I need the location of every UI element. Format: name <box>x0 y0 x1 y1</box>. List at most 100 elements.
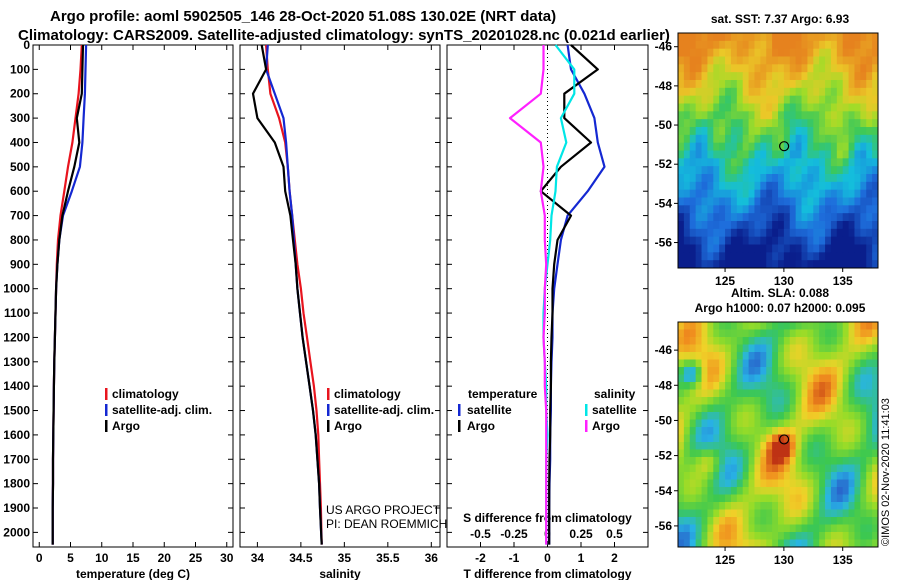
y-tick-label: 1400 <box>3 379 30 393</box>
sst-map-cell <box>766 142 773 151</box>
sla-map-cell <box>760 487 767 495</box>
sla-map-cell <box>872 412 879 420</box>
sst-map-cell <box>848 221 855 230</box>
sst-map-cell <box>872 33 879 42</box>
sst-map-cell <box>695 181 702 191</box>
y-tick-label: 700 <box>10 209 30 223</box>
sst-map-cell <box>848 64 855 73</box>
sla-map-cell <box>695 382 702 390</box>
sla-map-cell <box>748 322 755 330</box>
sla-map-cell <box>742 412 749 420</box>
sst-map-cell <box>795 56 802 65</box>
sla-map-cell <box>813 397 820 405</box>
x-tick-label: 35 <box>338 551 352 565</box>
sla-map-cell <box>801 404 808 413</box>
sla-map-cell <box>807 412 814 420</box>
y-tick-label: 1200 <box>3 330 30 344</box>
sst-map-cell <box>725 213 732 222</box>
sla-map-cell <box>825 397 832 405</box>
sst-map-cell <box>713 111 720 120</box>
sst-map-cell <box>742 33 749 42</box>
sla-map-cell <box>772 412 779 420</box>
sst-map-cell <box>707 48 714 57</box>
sst-map-cell <box>819 56 826 65</box>
sst-map-cell <box>719 87 726 97</box>
sst-map-cell <box>707 95 714 104</box>
sst-map-cell <box>854 174 861 183</box>
sla-map-cell <box>836 337 844 345</box>
sla-map-cell <box>754 382 761 390</box>
sla-map-cell <box>848 532 855 540</box>
sst-map-cell <box>754 150 761 159</box>
sst-map-cell <box>689 166 697 175</box>
sst-map-cell <box>772 197 779 206</box>
sla-map-cell <box>807 337 814 345</box>
sla-map-cell <box>813 479 820 488</box>
sst-map-cell <box>725 80 732 89</box>
sla-map-cell <box>707 419 714 428</box>
sst-map-cell <box>778 166 785 175</box>
sst-map-cell <box>807 56 814 65</box>
sst-map-cell <box>689 197 697 206</box>
sst-map-cell <box>872 111 879 120</box>
sst-map-cell <box>719 205 726 214</box>
sla-map-cell <box>830 442 838 450</box>
sst-map-cell <box>825 166 832 175</box>
sst-map-cell <box>807 150 814 159</box>
sst-map-cell <box>842 119 849 128</box>
sst-map-cell <box>848 111 855 120</box>
sst-map-cell <box>719 56 726 65</box>
sst-map-cell <box>701 56 708 65</box>
sla-map-cell <box>736 374 744 383</box>
sst-map-cell <box>678 166 685 175</box>
sla-map-cell <box>872 329 879 338</box>
sst-map-cell <box>678 244 685 253</box>
sst-map-cell <box>766 236 773 245</box>
sst-map-cell <box>860 150 867 159</box>
sla-map-cell <box>778 502 785 510</box>
sst-map-cell <box>689 158 697 167</box>
sst-map-cell <box>707 205 714 214</box>
sst-map-cell <box>830 189 838 198</box>
sst-map-cell <box>836 64 844 73</box>
sla-map-cell <box>854 434 861 443</box>
sla-map-cell <box>760 337 767 345</box>
sla-map-cell <box>730 344 738 353</box>
sst-map-cell <box>736 174 744 183</box>
sst-map-cell <box>760 95 767 104</box>
sst-map-cell <box>872 127 879 136</box>
sla-map-cell <box>807 457 814 465</box>
sst-map-cell <box>842 40 849 50</box>
sla-map-cell <box>736 359 744 368</box>
sst-map-cell <box>683 64 691 73</box>
sst-map-cell <box>789 221 797 230</box>
sla-map-cell <box>713 434 720 443</box>
sst-map-cell <box>789 197 797 206</box>
sst-map-cell <box>772 95 779 104</box>
sla-map-cell <box>866 329 873 338</box>
sst-map-cell <box>760 158 767 167</box>
sst-map-cell <box>866 228 873 238</box>
sla-map-cell <box>683 517 691 525</box>
sla-map-cell <box>848 517 855 525</box>
sst-map-cell <box>766 181 773 191</box>
sla-map-cell <box>789 434 797 443</box>
temperature-panel: 0100200300400500600700800900100011001200… <box>3 38 233 580</box>
sst-map-cell <box>736 197 744 206</box>
sla-map-cell <box>807 434 814 443</box>
sst-map-cell <box>854 158 861 167</box>
sla-map-cell <box>689 479 697 488</box>
sla-map-cell <box>848 442 855 450</box>
sla-map-cell <box>689 509 697 518</box>
sst-map-cell <box>848 166 855 175</box>
sla-map-cell <box>748 517 755 525</box>
sla-map-cell <box>701 494 708 503</box>
sst-map-cell <box>689 134 697 144</box>
sst-map-cell <box>742 95 749 104</box>
sla-map-cell <box>854 382 861 390</box>
sla-map-cell <box>866 442 873 450</box>
sst-map-cell <box>766 40 773 50</box>
sla-map: 125 130 135-46-48-50-52-54-56 <box>655 321 879 567</box>
sst-map-cell <box>701 64 708 73</box>
